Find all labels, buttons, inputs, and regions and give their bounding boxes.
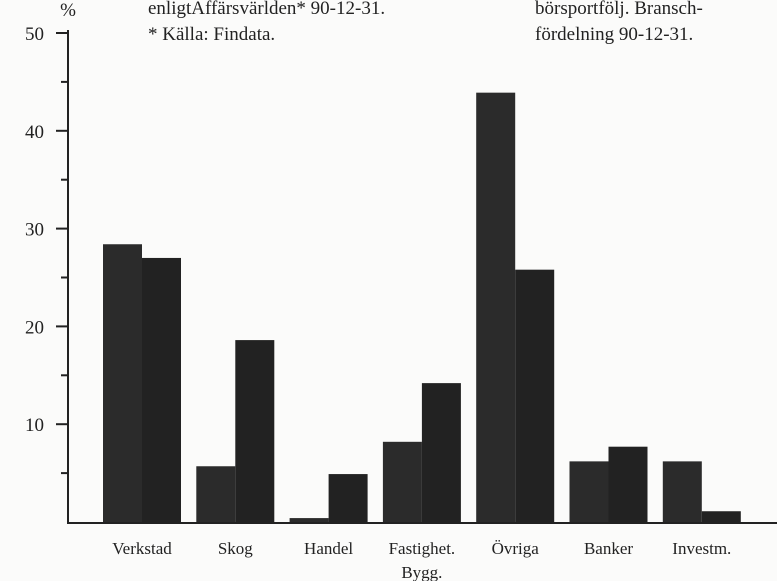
bar (476, 92, 516, 523)
bar (421, 383, 461, 522)
bar (142, 257, 181, 522)
bar (701, 511, 741, 522)
bar (103, 244, 142, 523)
annotation: fördelning 90-12-31. (535, 24, 693, 45)
annotation: enligtAffärsvärlden* 90-12-31. (148, 0, 385, 19)
y-tick-label: 40 (25, 122, 44, 143)
x-tick-label: Handel (304, 539, 353, 558)
bar (196, 466, 236, 522)
y-tick-label: 20 (25, 317, 44, 338)
x-tick-label: Investm. (672, 539, 731, 558)
y-axis-label: % (60, 0, 76, 21)
annotation: börsportfölj. Bransch- (535, 0, 703, 19)
y-tick-label: 10 (25, 415, 44, 436)
bar (662, 461, 702, 522)
bar (328, 474, 368, 522)
y-tick-label: 30 (25, 220, 44, 241)
bar (289, 518, 329, 522)
bar (515, 269, 555, 522)
annotation: * Källa: Findata. (148, 24, 275, 45)
bar (382, 441, 422, 522)
x-tick-label: Skog (218, 539, 253, 558)
bar (608, 446, 648, 522)
bar (235, 340, 275, 522)
x-tick-label: Banker (584, 539, 633, 558)
x-tick-label: Fastighet. Bygg. (389, 539, 456, 581)
x-tick-label: Övriga (492, 539, 540, 558)
y-tick-label: 50 (25, 24, 44, 45)
x-tick-label: Verkstad (112, 539, 172, 558)
bar (569, 461, 609, 522)
